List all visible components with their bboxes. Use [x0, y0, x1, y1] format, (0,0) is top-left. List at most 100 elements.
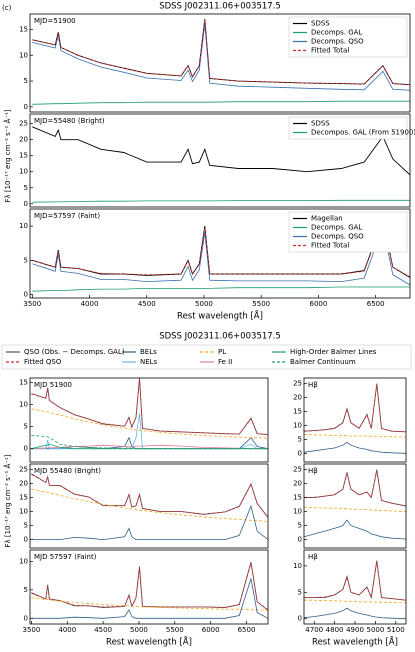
- x-tick-label: 3500: [23, 626, 41, 634]
- y-tick-label: 10: [19, 168, 28, 176]
- y-tick-label: 5: [24, 184, 28, 192]
- y-tick-label: 25: [19, 466, 28, 474]
- plot-area: [32, 217, 410, 292]
- y-tick-label: 0: [298, 615, 302, 623]
- legend-label: Fe II: [218, 358, 232, 366]
- x-tick-label: 4900: [346, 626, 364, 634]
- plot-area: [31, 473, 268, 541]
- spectrum-line: [304, 560, 406, 601]
- plot-area: [304, 469, 406, 540]
- y-tick-label: 5: [298, 522, 302, 530]
- panel-annotation: Hβ: [308, 553, 318, 561]
- y-tick-label: 5: [24, 586, 28, 594]
- spectrum-line: [304, 383, 406, 433]
- panel-annotation: Hβ: [308, 381, 318, 389]
- y-tick-label: 10: [19, 222, 28, 230]
- legend-label: Balmer Continuum: [290, 358, 356, 366]
- y-tick-label: 0: [298, 536, 302, 544]
- spectrum-line: [304, 434, 406, 438]
- panel-annotation: MJD 55480 (Bright): [34, 467, 101, 475]
- y-tick-label: 5: [24, 77, 28, 85]
- x-tick-label: 5000: [130, 626, 148, 634]
- x-tick-label: 5000: [366, 626, 384, 634]
- legend-box: [1, 344, 412, 370]
- spectrum-line: [31, 561, 268, 611]
- x-tick-label: 4500: [138, 300, 156, 308]
- plot-area: [304, 560, 406, 620]
- y-tick-label: 10: [293, 422, 302, 430]
- y-tick-label: 0: [24, 445, 28, 453]
- axes-frame: [303, 549, 407, 625]
- x-tick-label: 3500: [23, 300, 41, 308]
- y-tick-label: 25: [19, 120, 28, 128]
- axes-frame: [29, 463, 269, 549]
- x-axis-label: Rest wavelength [Å]: [312, 636, 398, 648]
- axes-frame: [29, 13, 411, 113]
- spectrum-line: [31, 504, 268, 541]
- y-tick-label: 5: [298, 436, 302, 444]
- plot-area: [31, 378, 268, 450]
- spectrum-line: [31, 473, 268, 518]
- axes-frame: [303, 463, 407, 549]
- spectrum-line: [32, 199, 410, 203]
- legend-label: BELs: [140, 348, 157, 356]
- panel-annotation: MJD=55480 (Bright): [34, 117, 105, 125]
- panel-annotation: MJD=57597 (Faint): [34, 212, 100, 220]
- y-tick-label: 20: [19, 480, 28, 488]
- y-tick-label: 15: [19, 152, 28, 160]
- y-tick-label: 10: [19, 401, 28, 409]
- spectrum-line: [32, 100, 410, 105]
- legend-label: SDSS: [311, 20, 330, 28]
- axes-frame: [29, 377, 269, 463]
- panel-annotation: Hβ: [308, 467, 318, 475]
- figure-label: (c): [2, 4, 12, 12]
- legend-label: Fitted Total: [311, 47, 349, 55]
- spectrum-line: [31, 378, 268, 435]
- panel-annotation: MJD=51900: [34, 17, 76, 25]
- y-tick-label: 5: [24, 522, 28, 530]
- axes-frame: [29, 113, 411, 208]
- y-tick-label: 10: [19, 508, 28, 516]
- axes-frame: [303, 377, 407, 463]
- legend-label: Decomps. QSO: [311, 233, 364, 241]
- x-tick-label: 4000: [81, 300, 99, 308]
- x-tick-label: 4700: [305, 626, 323, 634]
- y-tick-label: 20: [293, 394, 302, 402]
- y-tick-label: 10: [19, 51, 28, 59]
- y-tick-label: 15: [293, 408, 302, 416]
- y-tick-label: 0: [24, 291, 28, 299]
- x-tick-label: 5100: [387, 626, 405, 634]
- y-tick-label: 5: [24, 423, 28, 431]
- spectrum-line: [31, 444, 268, 450]
- spectrum-line: [304, 507, 406, 512]
- y-tick-label: 0: [24, 536, 28, 544]
- plot-area: [32, 126, 410, 203]
- spectrum-line: [32, 19, 410, 86]
- legend-label: Decomps. QSO: [311, 38, 364, 46]
- figure-title: SDSS J002311.06+003517.5: [159, 332, 281, 342]
- legend-label: Fitted Total: [311, 242, 349, 250]
- spectrum-line: [32, 126, 410, 176]
- y-tick-label: 0: [24, 103, 28, 111]
- spectrum-line: [31, 488, 268, 522]
- legend-label: QSO (Obs. − Decomps. GAL): [24, 348, 125, 356]
- legend-box: [288, 16, 408, 58]
- spectrum-line: [304, 469, 406, 507]
- x-tick-label: 5500: [166, 626, 184, 634]
- axes-frame: [29, 549, 269, 625]
- y-tick-label: 20: [293, 480, 302, 488]
- spectrum-line: [304, 384, 406, 433]
- legend-label: Magellan: [311, 215, 343, 223]
- spectrum-line: [304, 441, 406, 454]
- legend-label: Decomps. GAL: [311, 224, 362, 232]
- y-tick-label: 15: [293, 494, 302, 502]
- y-tick-label: 10: [293, 508, 302, 516]
- plot-area: [32, 19, 410, 105]
- y-axis-label: Fλ [10⁻¹⁷ erg cm⁻² s⁻¹ Å⁻¹]: [3, 454, 12, 547]
- spectrum-line: [32, 286, 410, 292]
- spectrum-line: [304, 470, 406, 507]
- legend-label: Fitted QSO: [24, 358, 62, 366]
- spectrum-line: [31, 597, 268, 611]
- y-tick-label: 15: [19, 378, 28, 386]
